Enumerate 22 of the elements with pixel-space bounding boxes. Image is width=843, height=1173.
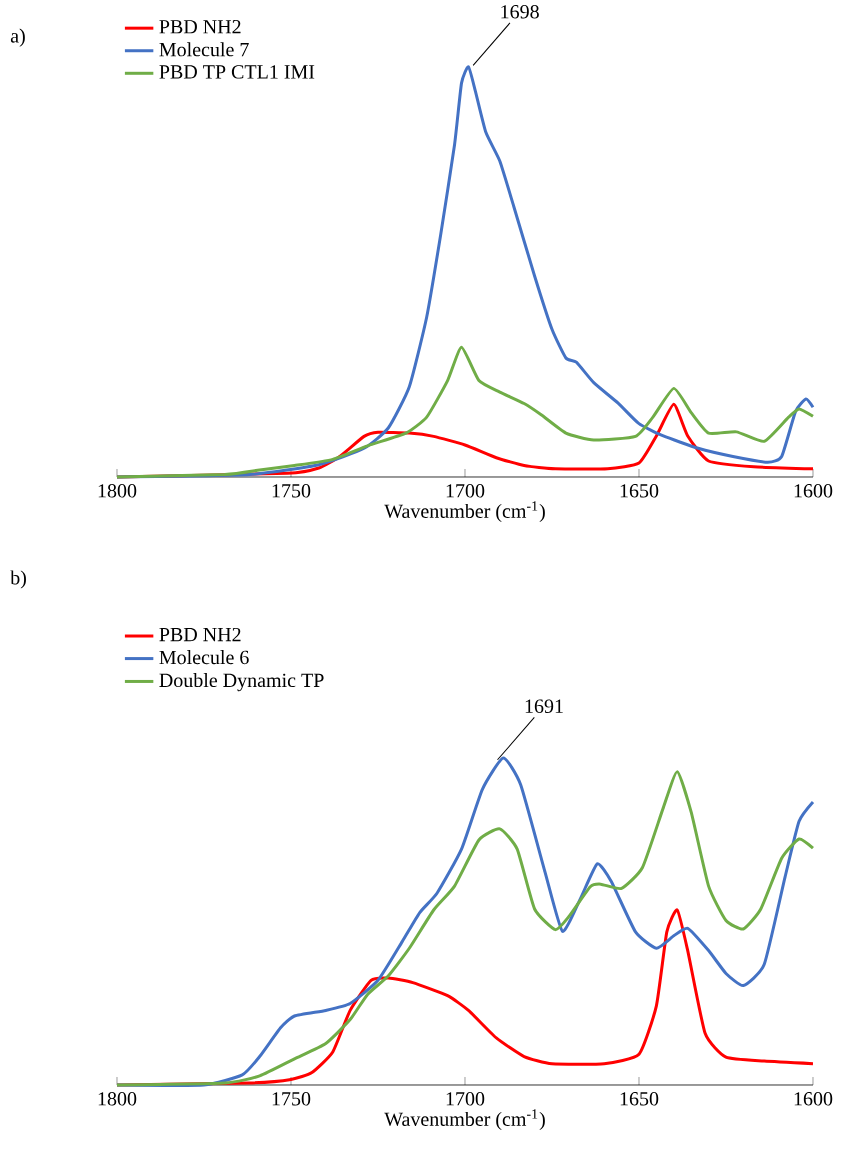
legend-label: PBD NH2 [159,20,241,34]
legend-label: Molecule 7 [159,42,249,57]
x-tick-label: 1650 [620,484,659,498]
annotation: 1698 [501,5,539,19]
legend-label: PBD NH2 [159,627,241,642]
chart-title: b) [10,570,26,589]
x-tick-label: 1800 [98,1092,137,1106]
legend-label: Molecule 6 [159,650,249,665]
x-tick-label: 1750 [272,1092,311,1106]
legend-label: Double Dynamic TP [159,672,324,692]
x-tick-label: 1700 [446,484,485,498]
x-tick-label: 1700 [446,1092,485,1106]
x-tick-label: 1800 [98,484,137,498]
x-tick-label: 1750 [272,484,311,498]
x-tick-label: 1600 [794,484,833,498]
x-tick-label: 1650 [620,1092,659,1106]
chart-title: a) [10,28,25,47]
x-axis-title: Wavenumber (cm$^{-1}$) [384,1109,545,1131]
legend-label: PBD TP CTL1 IMI [159,65,315,79]
annotation: 1691 [525,699,563,713]
x-tick-label: 1600 [794,1092,833,1106]
x-axis-title: Wavenumber (cm$^{-1}$) [384,501,545,523]
